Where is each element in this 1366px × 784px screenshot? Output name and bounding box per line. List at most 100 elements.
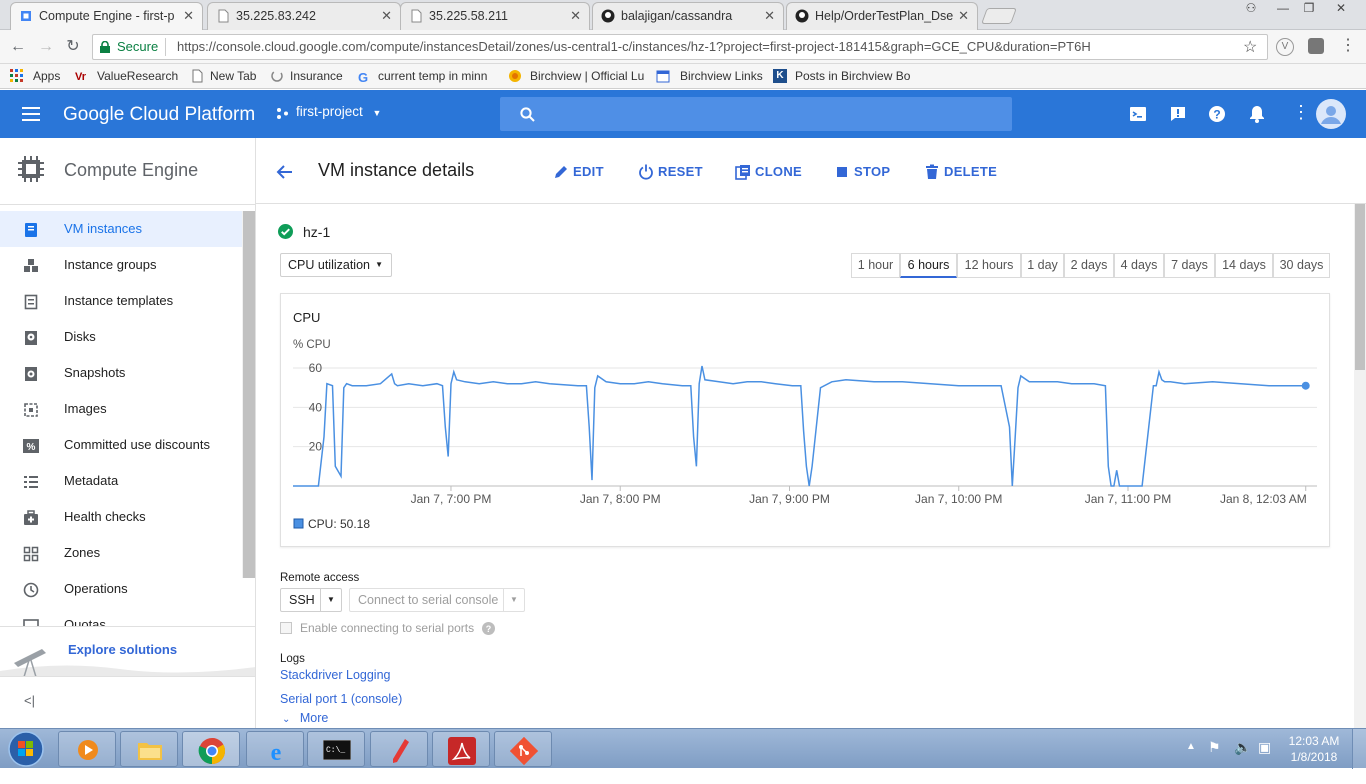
feedback-icon[interactable] xyxy=(1168,104,1188,124)
metric-select[interactable]: CPU utilization ▼ xyxy=(280,253,392,277)
time-range-1-hour[interactable]: 1 hour xyxy=(851,253,900,278)
volume-icon[interactable]: 🔈 xyxy=(1234,739,1252,755)
extension-icon[interactable]: V xyxy=(1276,38,1294,56)
hamburger-menu-icon[interactable] xyxy=(22,106,42,122)
back-arrow-icon[interactable] xyxy=(276,163,294,181)
time-range-6-hours[interactable]: 6 hours xyxy=(900,253,957,278)
cloud-shell-icon[interactable] xyxy=(1128,104,1148,124)
menu-kebab-icon[interactable]: ⋮ xyxy=(1340,37,1356,54)
time-range-30-days[interactable]: 30 days xyxy=(1273,253,1330,278)
serial-console-label[interactable]: Connect to serial console xyxy=(358,593,499,607)
browser-tab[interactable]: 35.225.83.242 ✕ xyxy=(207,2,401,30)
back-button[interactable]: ← xyxy=(10,38,26,55)
close-window-button[interactable]: ✕ xyxy=(1335,1,1347,15)
chevron-down-icon[interactable]: ▼ xyxy=(327,595,335,604)
stop-button[interactable]: STOP xyxy=(834,163,890,181)
sidebar-item-instance-templates[interactable]: Instance templates xyxy=(0,283,242,319)
edit-button[interactable]: EDIT xyxy=(553,163,604,181)
bookmark-temp[interactable]: G current temp in minn xyxy=(358,68,496,85)
notifications-bell-icon[interactable] xyxy=(1247,104,1267,124)
time-range-4-days[interactable]: 4 days xyxy=(1114,253,1164,278)
url-omnibox[interactable]: Secure https://console.cloud.google.com/… xyxy=(92,34,1268,60)
extension-icon[interactable] xyxy=(1308,38,1324,54)
taskbar-editor[interactable] xyxy=(370,731,428,767)
ssh-split-button[interactable]: SSH ▼ xyxy=(280,588,342,612)
clock-date[interactable]: 1/8/2018 xyxy=(1290,750,1338,764)
sidebar-item-images[interactable]: Images xyxy=(0,391,242,427)
more-vert-icon[interactable]: ⋮ xyxy=(1292,102,1310,122)
cpu-chart[interactable]: CPU % CPU 20 40 60 Jan 7, 7:00 PM Jan 7, 8:… xyxy=(281,294,1329,546)
bookmark-valueresearch[interactable]: Vr ValueResearch xyxy=(75,68,178,85)
sidebar-item-health-checks[interactable]: Health checks xyxy=(0,499,242,535)
minimize-button[interactable]: — xyxy=(1277,1,1289,15)
taskbar-cmd[interactable]: C:\_ xyxy=(307,731,365,767)
sidebar-item-vm-instances[interactable]: VM instances xyxy=(0,211,242,247)
taskbar-git[interactable] xyxy=(494,731,552,767)
taskbar-media-player[interactable] xyxy=(58,731,116,767)
main-scrollbar-thumb[interactable] xyxy=(1355,204,1365,370)
taskbar-ie[interactable]: e xyxy=(246,731,304,767)
chevron-down-icon[interactable]: ▼ xyxy=(510,595,518,604)
show-desktop-button[interactable] xyxy=(1352,729,1366,769)
new-tab-button[interactable] xyxy=(981,8,1017,24)
action-center-flag-icon[interactable]: ⚑ xyxy=(1208,739,1221,755)
sidebar-item-instance-groups[interactable]: Instance groups xyxy=(0,247,242,283)
serial-port-link[interactable]: Serial port 1 (console) xyxy=(280,692,403,706)
time-range-7-days[interactable]: 7 days xyxy=(1164,253,1215,278)
reload-button[interactable]: ↻ xyxy=(66,38,80,55)
delete-button[interactable]: DELETE xyxy=(924,163,997,181)
project-selector[interactable]: first-project ▼ xyxy=(276,104,381,124)
bookmark-apps[interactable]: Apps xyxy=(10,68,60,85)
clock-time[interactable]: 12:03 AM xyxy=(1288,734,1340,748)
tray-expand-icon[interactable]: ▲ xyxy=(1186,741,1196,752)
bookmark-birchview[interactable]: Birchview | Official Lu xyxy=(508,68,644,85)
collapse-sidebar-icon[interactable]: <| xyxy=(24,693,35,708)
help-circle-icon[interactable]: ? xyxy=(482,622,495,635)
browser-tab[interactable]: Compute Engine - first-p ✕ xyxy=(10,2,203,30)
cpu-latest-point[interactable] xyxy=(1301,381,1310,390)
bookmark-posts[interactable]: K Posts in Birchview Bo xyxy=(773,68,911,85)
taskbar-explorer[interactable] xyxy=(120,731,178,767)
forward-button[interactable]: → xyxy=(38,38,54,55)
ssh-label[interactable]: SSH xyxy=(289,593,315,607)
explore-solutions-panel[interactable]: Explore solutions xyxy=(0,626,255,677)
sidebar-item-snapshots[interactable]: Snapshots xyxy=(0,355,242,391)
sidebar-item-zones[interactable]: Zones xyxy=(0,535,242,571)
bookmark-birchview-links[interactable]: Birchview Links xyxy=(656,68,763,85)
taskbar-chrome[interactable] xyxy=(182,731,240,767)
close-tab-icon[interactable]: ✕ xyxy=(570,8,581,23)
browser-tab[interactable]: 35.225.58.211 ✕ xyxy=(400,2,590,30)
sidebar-item-metadata[interactable]: Metadata xyxy=(0,463,242,499)
close-tab-icon[interactable]: ✕ xyxy=(958,8,969,23)
network-icon[interactable]: ▣ xyxy=(1258,739,1272,755)
sidebar-item-committed-use-discounts[interactable]: % Committed use discounts xyxy=(0,427,242,463)
enable-serial-checkbox[interactable] xyxy=(280,622,292,634)
close-tab-icon[interactable]: ✕ xyxy=(183,8,194,23)
time-range-12-hours[interactable]: 12 hours xyxy=(957,253,1021,278)
reset-button[interactable]: RESET xyxy=(638,163,703,181)
browser-tab[interactable]: balajigan/cassandra ✕ xyxy=(592,2,784,30)
help-icon[interactable]: ? xyxy=(1207,104,1227,124)
bookmark-insurance[interactable]: Insurance xyxy=(270,68,343,85)
restore-button[interactable]: ❐ xyxy=(1303,1,1315,15)
sidebar-item-disks[interactable]: Disks xyxy=(0,319,242,355)
taskbar-acrobat[interactable] xyxy=(432,731,490,767)
browser-tab[interactable]: Help/OrderTestPlan_Dse ✕ xyxy=(786,2,978,30)
time-range-1-day[interactable]: 1 day xyxy=(1021,253,1064,278)
start-button-icon[interactable] xyxy=(6,730,46,768)
stackdriver-logging-link[interactable]: Stackdriver Logging xyxy=(280,668,391,682)
product-title[interactable]: Google Cloud Platform xyxy=(63,104,256,125)
time-range-2-days[interactable]: 2 days xyxy=(1064,253,1114,278)
close-tab-icon[interactable]: ✕ xyxy=(381,8,392,23)
serial-console-split-button[interactable]: Connect to serial console ▼ xyxy=(349,588,525,612)
sidebar-item-operations[interactable]: Operations xyxy=(0,571,242,607)
avatar[interactable] xyxy=(1316,99,1346,129)
explore-solutions-link[interactable]: Explore solutions xyxy=(68,642,178,657)
close-tab-icon[interactable]: ✕ xyxy=(764,8,775,23)
bookmark-new-tab[interactable]: New Tab xyxy=(190,68,256,85)
profile-icon[interactable]: ⚇ xyxy=(1245,1,1257,15)
sidebar-scrollbar-thumb[interactable] xyxy=(243,211,255,578)
time-range-14-days[interactable]: 14 days xyxy=(1215,253,1273,278)
bookmark-star-icon[interactable]: ☆ xyxy=(1243,39,1258,56)
search-input[interactable] xyxy=(500,97,1012,131)
